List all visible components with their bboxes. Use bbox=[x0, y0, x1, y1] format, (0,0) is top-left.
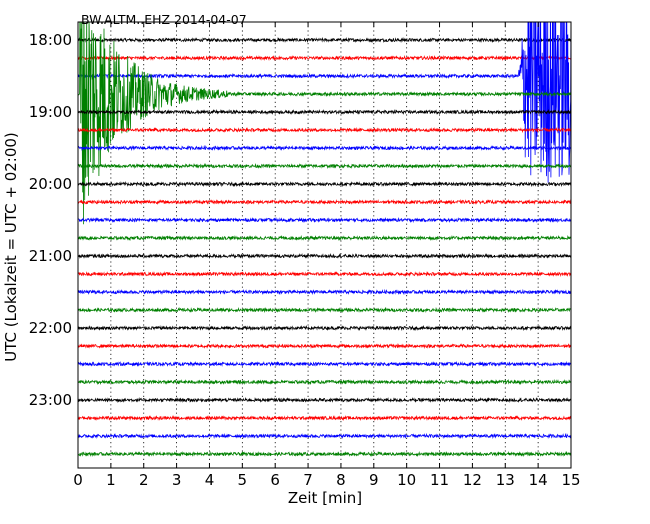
trace-line bbox=[78, 253, 571, 259]
x-tick-label: 2 bbox=[139, 471, 149, 489]
x-tick-label: 6 bbox=[270, 471, 280, 489]
trace-line bbox=[78, 127, 571, 134]
x-tick-label: 9 bbox=[369, 471, 379, 489]
grid-lines bbox=[110, 22, 539, 468]
y-tick-label: 23:00 bbox=[29, 391, 72, 409]
y-tick-label: 19:00 bbox=[29, 103, 72, 121]
x-tick-label: 3 bbox=[172, 471, 182, 489]
x-tick-label: 1 bbox=[106, 471, 116, 489]
trace-line bbox=[78, 22, 571, 225]
trace-line bbox=[78, 54, 571, 62]
x-tick-label: 12 bbox=[463, 471, 482, 489]
x-tick-label: 14 bbox=[529, 471, 548, 489]
trace-line bbox=[78, 415, 571, 422]
trace-line bbox=[78, 378, 571, 386]
y-tick-label: 22:00 bbox=[29, 319, 72, 337]
trace-line bbox=[78, 144, 571, 152]
trace-line bbox=[78, 198, 571, 206]
y-tick-label: 21:00 bbox=[29, 247, 72, 265]
x-tick-label: 15 bbox=[561, 471, 580, 489]
trace-line bbox=[78, 343, 571, 350]
x-tick-label: 8 bbox=[336, 471, 346, 489]
trace-line bbox=[78, 108, 571, 116]
y-tick-label: 18:00 bbox=[29, 31, 72, 49]
x-tick-label: 0 bbox=[73, 471, 83, 489]
trace-line bbox=[78, 324, 571, 332]
trace-line bbox=[78, 288, 571, 296]
axis-ticks: 0 1 2 3 4 5 6 7 8 9 10 11 12 13 14 1518:0019:0020:0021:… bbox=[29, 22, 581, 489]
trace-line bbox=[78, 234, 571, 242]
x-tick-label: 10 bbox=[397, 471, 416, 489]
trace-line bbox=[78, 180, 571, 188]
trace-line bbox=[78, 432, 571, 440]
x-axis-label: Zeit [min] bbox=[288, 489, 362, 507]
trace-line bbox=[78, 271, 571, 278]
trace-line bbox=[78, 36, 571, 44]
trace-line bbox=[78, 360, 571, 367]
chart-title: BW.ALTM..EHZ 2014-04-07 bbox=[81, 12, 247, 27]
seismic-traces bbox=[78, 22, 571, 458]
plot-frame bbox=[77, 21, 572, 469]
trace-line bbox=[78, 306, 571, 314]
x-tick-label: 7 bbox=[303, 471, 313, 489]
x-tick-label: 13 bbox=[496, 471, 515, 489]
x-tick-label: 4 bbox=[205, 471, 215, 489]
x-tick-label: 5 bbox=[238, 471, 248, 489]
y-tick-label: 20:00 bbox=[29, 175, 72, 193]
x-tick-label: 11 bbox=[430, 471, 449, 489]
trace-line bbox=[78, 396, 571, 403]
trace-line bbox=[78, 22, 571, 183]
trace-line bbox=[78, 450, 571, 458]
trace-line bbox=[78, 163, 571, 170]
y-axis-label: UTC (Lokalzeit = UTC + 02:00) bbox=[2, 132, 20, 362]
trace-line bbox=[78, 216, 571, 224]
